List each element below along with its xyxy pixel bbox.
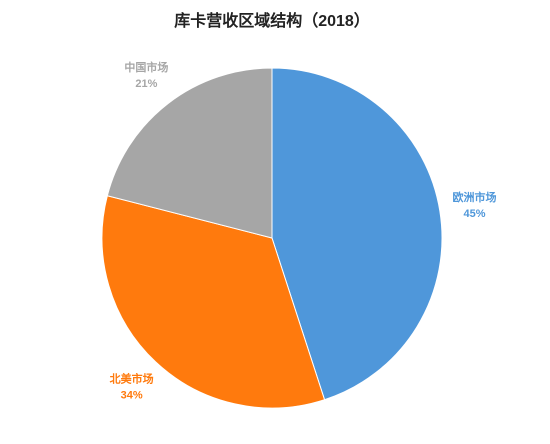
value-label: 21% — [135, 78, 157, 90]
value-label: 45% — [463, 208, 485, 220]
pie-slice — [106, 67, 273, 239]
chart-title: 库卡营收区域结构（2018） — [174, 11, 370, 30]
value-label: 34% — [121, 389, 143, 401]
slice-label: 中国市场 — [124, 60, 168, 74]
slice-label: 北美市场 — [110, 371, 154, 385]
pie-slice — [101, 195, 326, 409]
slice-label: 欧洲市场 — [452, 190, 496, 204]
pie-slice — [271, 67, 443, 401]
